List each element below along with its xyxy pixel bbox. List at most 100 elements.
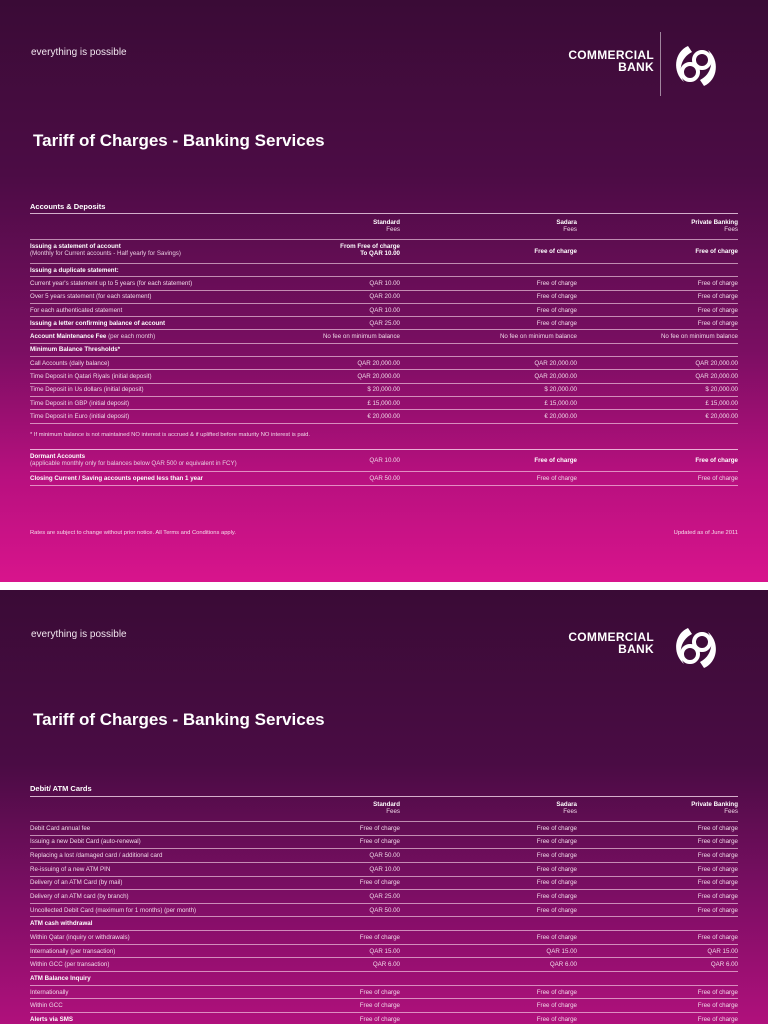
row-label-text: Dormant Accounts [30,453,86,460]
table-row: Issuing a new Debit Card (auto-renewal) F… [30,836,738,850]
commercial-bank-logo: COMMERCIAL BANK [560,32,760,102]
row-label-text: Time Deposit in GBP (initial deposit) [30,399,130,407]
row-label: Internationally [30,989,69,996]
fee-value: QAR 10.00 [369,865,400,873]
table-row: Delivery of an ATM card (by branch) QAR 2… [30,890,738,904]
fee-value: Free of charge [697,1002,738,1010]
row-label-text: Over 5 years statement (for each stateme… [30,293,152,301]
table-header: Standard Fees Sadara Fees Private Banking Fee… [30,798,738,822]
row-label: Within GCC (per transaction) [30,961,109,968]
fee-value: QAR 10.00 [369,279,400,287]
table-row: Dormant Accounts (applicable monthly only… [30,450,738,472]
fee-value: Free of charge [536,319,577,327]
fee-value: Free of charge [536,906,577,914]
row-label: Debit Card annual fee [30,825,90,832]
table-row: Replacing a lost /damaged card / additio… [30,849,738,863]
row-label: Issuing a statement of account (Monthly f… [30,243,181,257]
logo-name-1: COMMERCIAL [568,48,654,62]
column-header: Sadara Fees [407,219,577,233]
section-title: Accounts & Deposits [30,202,106,211]
table-row: Time Deposit in GBP (initial deposit) £ 1… [30,397,738,411]
row-label-text: Issuing a duplicate statement: [30,266,119,274]
row-label: Current year's statement up to 5 years (… [30,280,192,287]
fee-value: Free of charge [359,1015,400,1023]
page-title: Tariff of Charges - Banking Services [33,131,325,150]
tariff-table-extra: Dormant Accounts (applicable monthly only… [30,450,738,486]
table-row: Within Qatar (inquiry or withdrawals) Fre… [30,931,738,945]
row-label: Issuing a letter confirming balance of a… [30,320,165,327]
fee-value: Free of charge [359,879,400,887]
fee-value: QAR 15.00 [546,947,577,955]
fee-value: $ 20,000.00 [705,386,738,394]
tariff-table: Standard Fees Sadara Fees Private Banking Fee… [30,798,738,1024]
row-label-text: Time Deposit in Us dollars (initial depo… [30,386,144,394]
column-sub: Fees [563,226,577,233]
table-row: Re-issuing of a new ATM PIN QAR 10.00 Free… [30,863,738,877]
logo-name-2: BANK [618,642,654,656]
column-name: Private Banking [691,219,738,226]
fee-value: Free of charge [536,1015,577,1023]
table-row: Issuing a letter confirming balance of a… [30,317,738,331]
fee-value: QAR 15.00 [369,947,400,955]
row-label: Issuing a new Debit Card (auto-renewal) [30,838,141,845]
column-sub: Fees [563,808,577,815]
fee-value: QAR 25.00 [369,893,400,901]
tariff-page-2: everything is possible COMMERCIAL BANK Ta… [0,590,768,1024]
fee-value: Free of charge [695,457,738,464]
fee-line: From Free of charge [340,243,400,250]
row-label: Dormant Accounts (applicable monthly only… [30,453,237,467]
fee-value: No fee on minimum balance [660,333,738,341]
fee-value: Free of charge [536,893,577,901]
column-sub: Fees [386,226,400,233]
row-label-text: For each authenticated statement [30,306,123,314]
row-label-text: ATM cash withdrawal [30,920,93,928]
row-label: Call Accounts (daily balance) [30,360,109,367]
commercial-bank-logo: COMMERCIAL BANK [560,614,760,684]
fee-value: $ 20,000.00 [367,386,400,394]
table-row: Time Deposit in Qatari Riyals (initial d… [30,370,738,384]
fee-value: Free of charge [697,319,738,327]
row-label: Replacing a lost /damaged card / additio… [30,852,162,859]
row-label: Account Maintenance Fee (per each month) [30,333,155,340]
fee-value: Free of charge [534,457,577,464]
fee-value: Free of charge [695,248,738,255]
row-label-text: Time Deposit in Euro (initial deposit) [30,412,130,420]
fee-value: QAR 6.00 [372,961,400,969]
table-row: Account Maintenance Fee (per each month)… [30,330,738,344]
fee-value: Free of charge [697,293,738,301]
row-label-text: Account Maintenance Fee [30,333,107,341]
row-label-text: Issuing a letter confirming balance of a… [30,319,166,327]
fee-value: £ 15,000.00 [544,399,577,407]
tariff-page-1: everything is possible COMMERCIAL BANK Ta… [0,0,768,582]
fee-value: Free of charge [534,248,577,255]
row-label: Within GCC [30,1002,63,1009]
fee-value: QAR 20,000.00 [695,373,738,381]
section-title: Debit/ ATM Cards [30,784,92,793]
column-header: Private Banking Fees [568,801,738,815]
fee-value: Free of charge [536,852,577,860]
fee-value: Free of charge [697,906,738,914]
fee-value: No fee on minimum balance [499,333,577,341]
fee-value: Free of charge [697,474,738,482]
fee-value: QAR 50.00 [369,852,400,860]
table-row: Debit Card annual fee Free of charge Free … [30,822,738,836]
fee-value: Free of charge [697,933,738,941]
table-row: Time Deposit in Euro (initial deposit) € … [30,410,738,424]
table-row: Within GCC (per transaction) QAR 6.00 QAR … [30,958,738,973]
column-header: Private Banking Fees [568,219,738,233]
fee-value: Free of charge [536,293,577,301]
fee-value: Free of charge [697,306,738,314]
row-label: Time Deposit in Us dollars (initial depo… [30,386,144,393]
fee-value: No fee on minimum balance [322,333,400,341]
fee-value: Free of charge [697,879,738,887]
table-row: Current year's statement up to 5 years (… [30,277,738,291]
fee-value: Free of charge [536,838,577,846]
fee-value: Free of charge [359,988,400,996]
row-label-text: Call Accounts (daily balance) [30,359,110,367]
row-label: Time Deposit in Qatari Riyals (initial d… [30,373,152,380]
table-row: Issuing a statement of account (Monthly f… [30,240,738,264]
row-note: (applicable monthly only for balances be… [30,460,237,467]
fee-value: £ 15,000.00 [367,399,400,407]
fee-value: Free of charge [359,1002,400,1010]
column-name: Private Banking [691,801,738,808]
